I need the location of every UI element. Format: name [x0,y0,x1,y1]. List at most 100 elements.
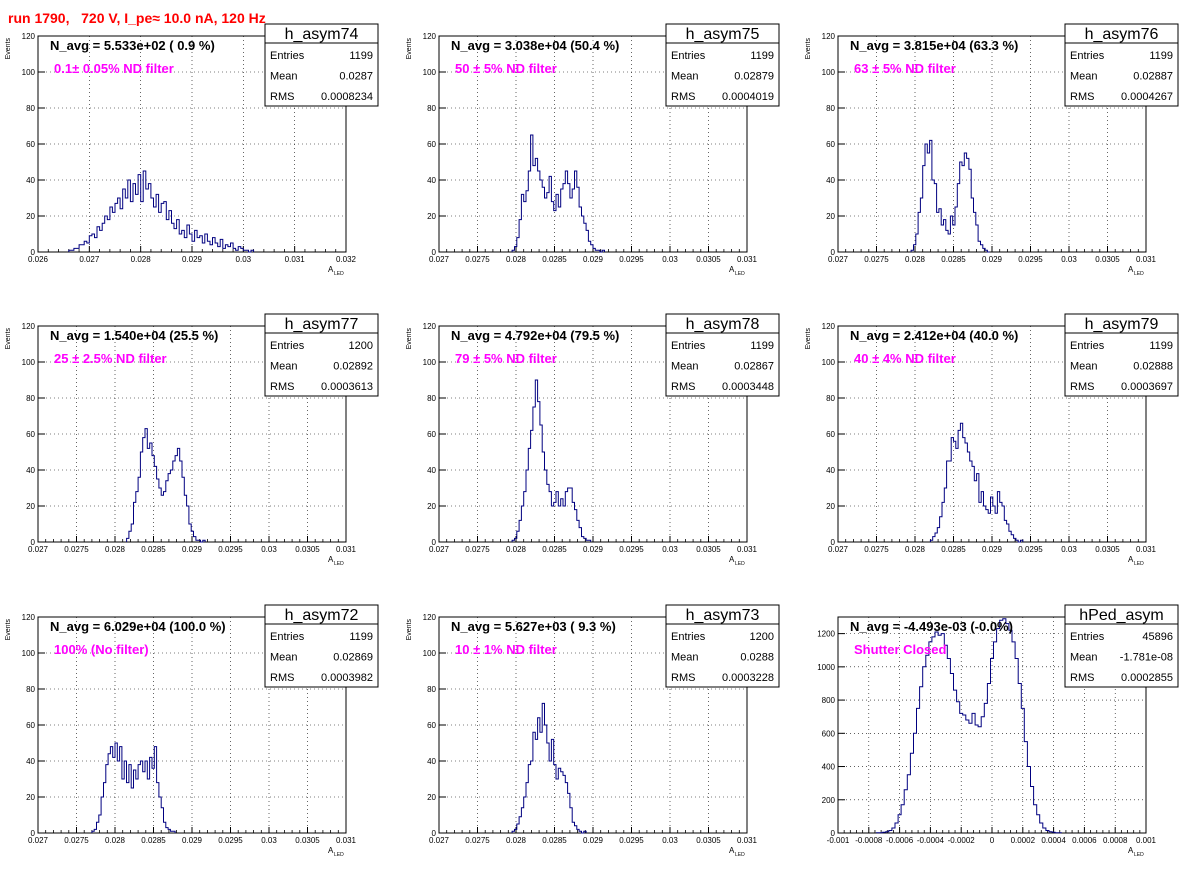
stat-key-entries: Entries [1070,50,1105,62]
x-tick-label: 0.0275 [465,545,490,554]
histogram-panel-h_asym78: 0.027 0.0275 0.028 0.0285 0.029 0.0295 0.03 0.0… [406,313,780,567]
x-tick-label: 0.0295 [619,545,644,554]
stat-key-mean: Mean [1070,652,1098,664]
x-tick-label: 0.029 [982,545,1003,554]
stats-box [264,313,379,397]
x-tick-label: 0.0305 [696,545,721,554]
navg-label: N_avg = 4.792e+04 (79.5 %) [451,328,619,343]
stat-key-rms: RMS [1070,672,1094,684]
filter-label: 63 ± 5% ND filter [854,61,956,76]
histogram-line [511,702,587,834]
y-tick-label: 60 [427,140,436,149]
x-tick-label: 0.0285 [141,545,166,554]
x-tick-label: 0.031 [1136,255,1157,264]
x-tick-label: 0.0285 [542,255,567,264]
x-tick-label: 0.028 [105,836,126,845]
stat-value-mean: 0.02887 [1133,71,1173,83]
y-tick-label: 60 [26,721,35,730]
x-tick-label: 0.0295 [218,545,243,554]
y-tick-label: 1000 [817,663,835,672]
stat-value-mean: 0.0287 [339,71,373,83]
x-tick-label: 0.027 [429,836,450,845]
x-axis-label: A [328,555,334,564]
filter-label: 10 ± 1% ND filter [455,642,557,657]
x-tick-label: 0.0295 [619,836,644,845]
x-tick-label: 0.031 [336,545,357,554]
x-tick-label: 0.026 [28,255,49,264]
y-axis-label: Events [5,619,12,641]
x-tick-label: 0.0275 [465,255,490,264]
y-tick-label: 100 [822,68,836,77]
stat-key-entries: Entries [671,50,706,62]
stat-key-rms: RMS [671,672,695,684]
stat-value-entries: 45896 [1142,631,1173,643]
stat-key-entries: Entries [671,340,706,352]
y-tick-label: 60 [26,140,35,149]
histogram-panel-h_asym73: 0.027 0.0275 0.028 0.0285 0.029 0.0295 0.03 0.0… [406,604,780,858]
x-tick-label: 0.029 [583,255,604,264]
y-axis-label: Events [805,38,812,60]
y-tick-label: 600 [822,729,836,738]
x-tick-label: 0.029 [583,545,604,554]
stat-value-rms: 0.0002855 [1121,672,1173,684]
y-tick-label: 800 [822,696,836,705]
x-tick-label: 0.0275 [64,545,89,554]
histogram-panel-h_asym72: 0.027 0.0275 0.028 0.0285 0.029 0.0295 0.03 0.0… [5,604,379,858]
stat-value-entries: 1200 [750,631,774,643]
x-tick-label: -0.0006 [886,836,914,845]
x-axis-label-sub: LED [735,561,745,567]
stat-key-rms: RMS [1070,91,1094,103]
stat-value-mean: 0.02869 [333,652,373,664]
y-tick-label: 60 [427,430,436,439]
x-axis-label: A [1128,555,1134,564]
stat-value-mean: 0.02879 [734,71,774,83]
histogram-name: h_asym72 [285,607,359,624]
stats-box [1064,604,1179,688]
histogram-panel-h_asym75: 0.027 0.0275 0.028 0.0285 0.029 0.0295 0.03 0.0… [406,23,780,277]
x-tick-label: 0.0295 [1018,545,1043,554]
histogram-line [68,170,255,253]
y-tick-label: 120 [22,322,36,331]
x-tick-label: 0.029 [982,255,1003,264]
y-axis-label: Events [406,328,413,350]
x-tick-label: 0.031 [737,255,758,264]
y-tick-label: 20 [26,212,35,221]
y-tick-label: 20 [26,793,35,802]
y-tick-label: 40 [427,757,436,766]
y-axis-label: Events [406,38,413,60]
x-axis-label: A [729,846,735,855]
x-tick-label: -0.001 [827,836,850,845]
x-tick-label: 0.0275 [864,255,889,264]
y-tick-label: 60 [427,721,436,730]
histogram-name: h_asym75 [686,26,760,43]
filter-label: 0.1± 0.05% ND filter [54,61,174,76]
x-tick-label: 0.027 [28,836,49,845]
y-tick-label: 120 [22,32,36,41]
x-tick-label: 0.028 [905,545,926,554]
x-tick-label: 0.03 [662,836,678,845]
stat-key-mean: Mean [270,361,298,373]
x-tick-label: 0.031 [336,836,357,845]
y-tick-label: 80 [26,104,35,113]
x-tick-label: 0.028 [905,255,926,264]
y-tick-label: 100 [423,649,437,658]
histogram-panel-h_asym79: 0.027 0.0275 0.028 0.0285 0.029 0.0295 0.03 0.0… [805,313,1179,567]
x-tick-label: 0.03 [662,255,678,264]
x-tick-label: 0.0305 [1095,255,1120,264]
stat-value-entries: 1199 [750,340,774,352]
x-tick-label: 0.0295 [619,255,644,264]
x-axis-label-sub: LED [735,852,745,858]
y-tick-label: 40 [826,466,835,475]
stat-value-rms: 0.0003228 [722,672,774,684]
x-tick-label: 0.028 [506,255,527,264]
x-tick-label: 0.0295 [1018,255,1043,264]
stat-value-rms: 0.0003448 [722,381,774,393]
x-tick-label: 0.0305 [696,836,721,845]
stat-key-mean: Mean [671,361,699,373]
x-tick-label: 0.027 [28,545,49,554]
y-tick-label: 120 [22,613,36,622]
stats-box [665,604,780,688]
x-tick-label: 0.028 [131,255,152,264]
y-tick-label: 100 [22,358,36,367]
